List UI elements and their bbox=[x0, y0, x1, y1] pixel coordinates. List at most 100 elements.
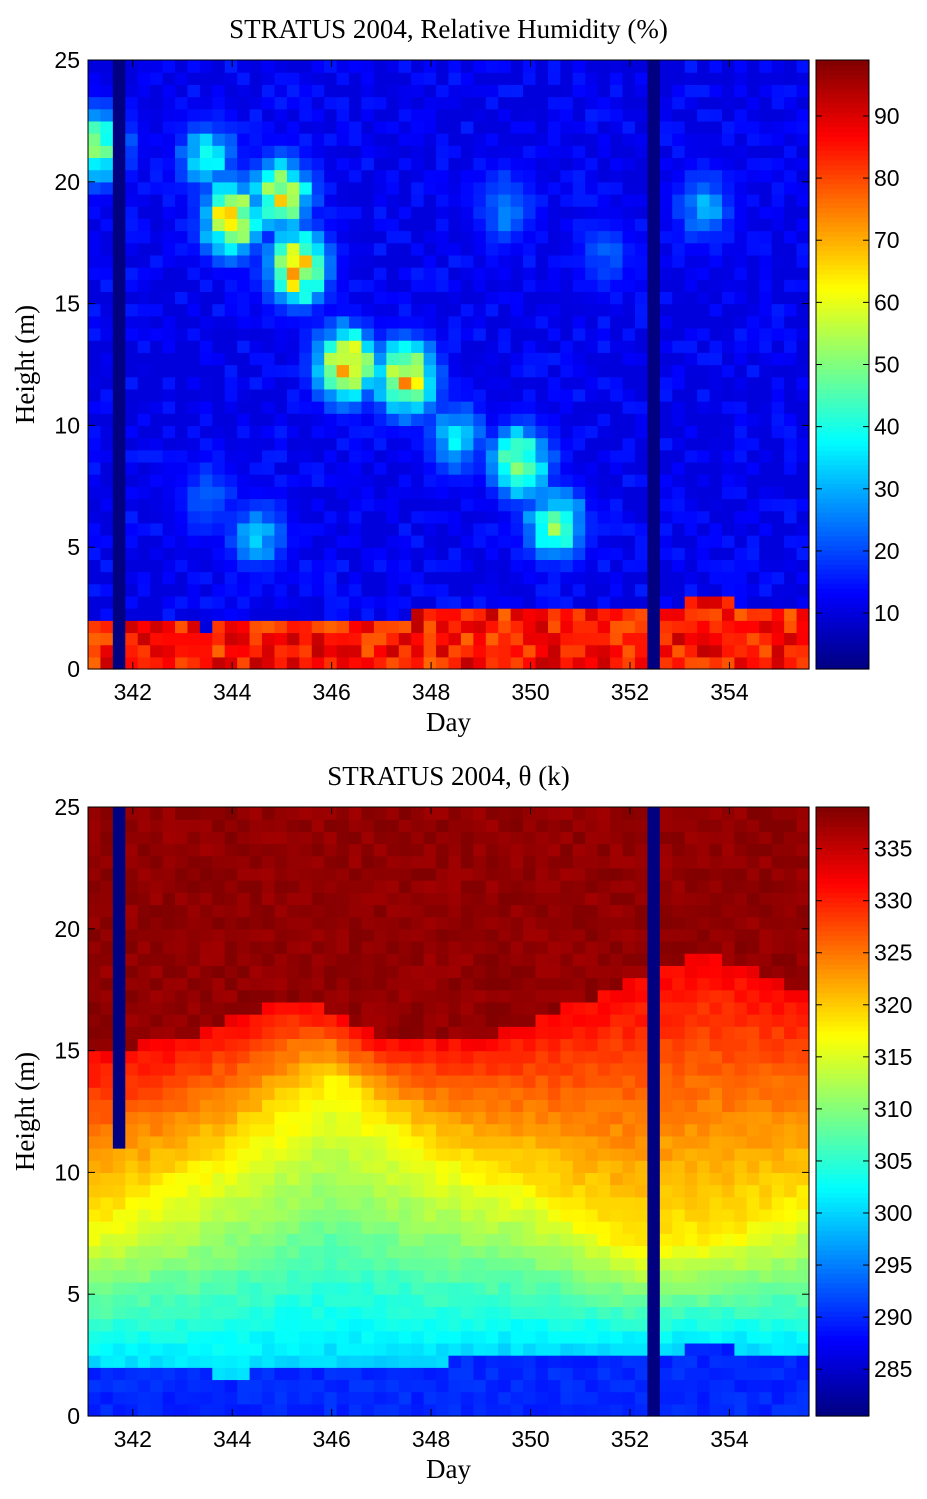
heatmap-cell bbox=[150, 1379, 163, 1392]
heatmap-cell bbox=[200, 1124, 213, 1137]
heatmap-cell bbox=[436, 340, 449, 353]
heatmap-cell bbox=[386, 1051, 399, 1064]
heatmap-cell bbox=[449, 1038, 462, 1051]
heatmap-cell bbox=[399, 868, 412, 881]
heatmap-cell bbox=[623, 572, 636, 585]
heatmap-cell bbox=[324, 1282, 337, 1295]
heatmap-cell bbox=[473, 1319, 486, 1332]
heatmap-cell bbox=[399, 1197, 412, 1210]
heatmap-cell bbox=[337, 1245, 350, 1258]
heatmap-cell bbox=[100, 157, 113, 170]
heatmap-cell bbox=[138, 917, 151, 930]
heatmap-cell bbox=[349, 868, 362, 881]
heatmap-cell bbox=[250, 904, 263, 917]
heatmap-cell bbox=[424, 892, 437, 905]
heatmap-cell bbox=[250, 1294, 263, 1307]
heatmap-cell bbox=[374, 547, 387, 560]
heatmap-cell bbox=[200, 316, 213, 329]
heatmap-cell bbox=[449, 267, 462, 280]
heatmap-cell bbox=[710, 608, 723, 621]
heatmap-cell bbox=[399, 904, 412, 917]
heatmap-cell bbox=[411, 1038, 424, 1051]
heatmap-cell bbox=[685, 218, 698, 231]
heatmap-cell bbox=[337, 1258, 350, 1271]
heatmap-cell bbox=[411, 1221, 424, 1234]
heatmap-cell bbox=[511, 267, 524, 280]
heatmap-cell bbox=[573, 121, 586, 134]
colorbar-step bbox=[816, 502, 869, 507]
heatmap-cell bbox=[262, 917, 275, 930]
heatmap-cell bbox=[647, 535, 660, 548]
heatmap-cell bbox=[536, 1112, 549, 1125]
heatmap-cell bbox=[449, 231, 462, 244]
heatmap-cell bbox=[473, 474, 486, 487]
colorbar-step bbox=[816, 655, 869, 660]
heatmap-cell bbox=[436, 511, 449, 524]
heatmap-cell bbox=[411, 401, 424, 414]
heatmap-cell bbox=[175, 377, 188, 390]
heatmap-cell bbox=[523, 267, 536, 280]
heatmap-cell bbox=[623, 109, 636, 122]
heatmap-cell bbox=[697, 60, 710, 73]
heatmap-cell bbox=[449, 1112, 462, 1125]
heatmap-cell bbox=[163, 535, 176, 548]
heatmap-cell bbox=[710, 352, 723, 365]
heatmap-cell bbox=[424, 547, 437, 560]
heatmap-cell bbox=[163, 389, 176, 402]
heatmap-cell bbox=[88, 1392, 101, 1405]
heatmap-cell bbox=[113, 1002, 126, 1015]
heatmap-cell bbox=[163, 474, 176, 487]
heatmap-cell bbox=[511, 1209, 524, 1222]
heatmap-cell bbox=[461, 1026, 474, 1039]
heatmap-cell bbox=[175, 486, 188, 499]
heatmap-cell bbox=[647, 389, 660, 402]
heatmap-cell bbox=[411, 328, 424, 341]
heatmap-cell bbox=[361, 1294, 374, 1307]
heatmap-cell bbox=[225, 279, 238, 292]
heatmap-cell bbox=[88, 1124, 101, 1137]
heatmap-cell bbox=[163, 1233, 176, 1246]
heatmap-cell bbox=[486, 965, 499, 978]
heatmap-cell bbox=[250, 365, 263, 378]
heatmap-cell bbox=[200, 917, 213, 930]
heatmap-cell bbox=[274, 1112, 287, 1125]
heatmap-cell bbox=[100, 1099, 113, 1112]
heatmap-cell bbox=[585, 243, 598, 256]
heatmap-cell bbox=[374, 340, 387, 353]
heatmap-cell bbox=[424, 1245, 437, 1258]
heatmap-cell bbox=[461, 1038, 474, 1051]
heatmap-cell bbox=[324, 182, 337, 195]
heatmap-cell bbox=[747, 72, 760, 85]
heatmap-cell bbox=[150, 929, 163, 942]
chart-title: STRATUS 2004, θ (k) bbox=[327, 761, 569, 791]
heatmap-cell bbox=[361, 413, 374, 426]
heatmap-cell bbox=[635, 632, 648, 645]
heatmap-cell bbox=[361, 401, 374, 414]
heatmap-cell bbox=[312, 425, 325, 438]
heatmap-cell bbox=[163, 1197, 176, 1210]
heatmap-cell bbox=[461, 1282, 474, 1295]
heatmap-cell bbox=[772, 157, 785, 170]
heatmap-cell bbox=[399, 304, 412, 317]
heatmap-cell bbox=[299, 1404, 312, 1417]
heatmap-cell bbox=[100, 243, 113, 256]
heatmap-cell bbox=[324, 121, 337, 134]
heatmap-cell bbox=[399, 1233, 412, 1246]
heatmap-cell bbox=[212, 340, 225, 353]
heatmap-cell bbox=[287, 1087, 300, 1100]
heatmap-cell bbox=[287, 194, 300, 207]
heatmap-cell bbox=[175, 279, 188, 292]
heatmap-cell bbox=[523, 255, 536, 268]
heatmap-cell bbox=[411, 304, 424, 317]
heatmap-cell bbox=[100, 1331, 113, 1344]
heatmap-cell bbox=[100, 807, 113, 820]
heatmap-cell bbox=[212, 231, 225, 244]
heatmap-cell bbox=[374, 438, 387, 451]
heatmap-cell bbox=[486, 1270, 499, 1283]
heatmap-cell bbox=[113, 831, 126, 844]
heatmap-cell bbox=[88, 978, 101, 991]
heatmap-cell bbox=[312, 450, 325, 463]
heatmap-cell bbox=[262, 856, 275, 869]
heatmap-cell bbox=[486, 511, 499, 524]
heatmap-cell bbox=[212, 1148, 225, 1161]
